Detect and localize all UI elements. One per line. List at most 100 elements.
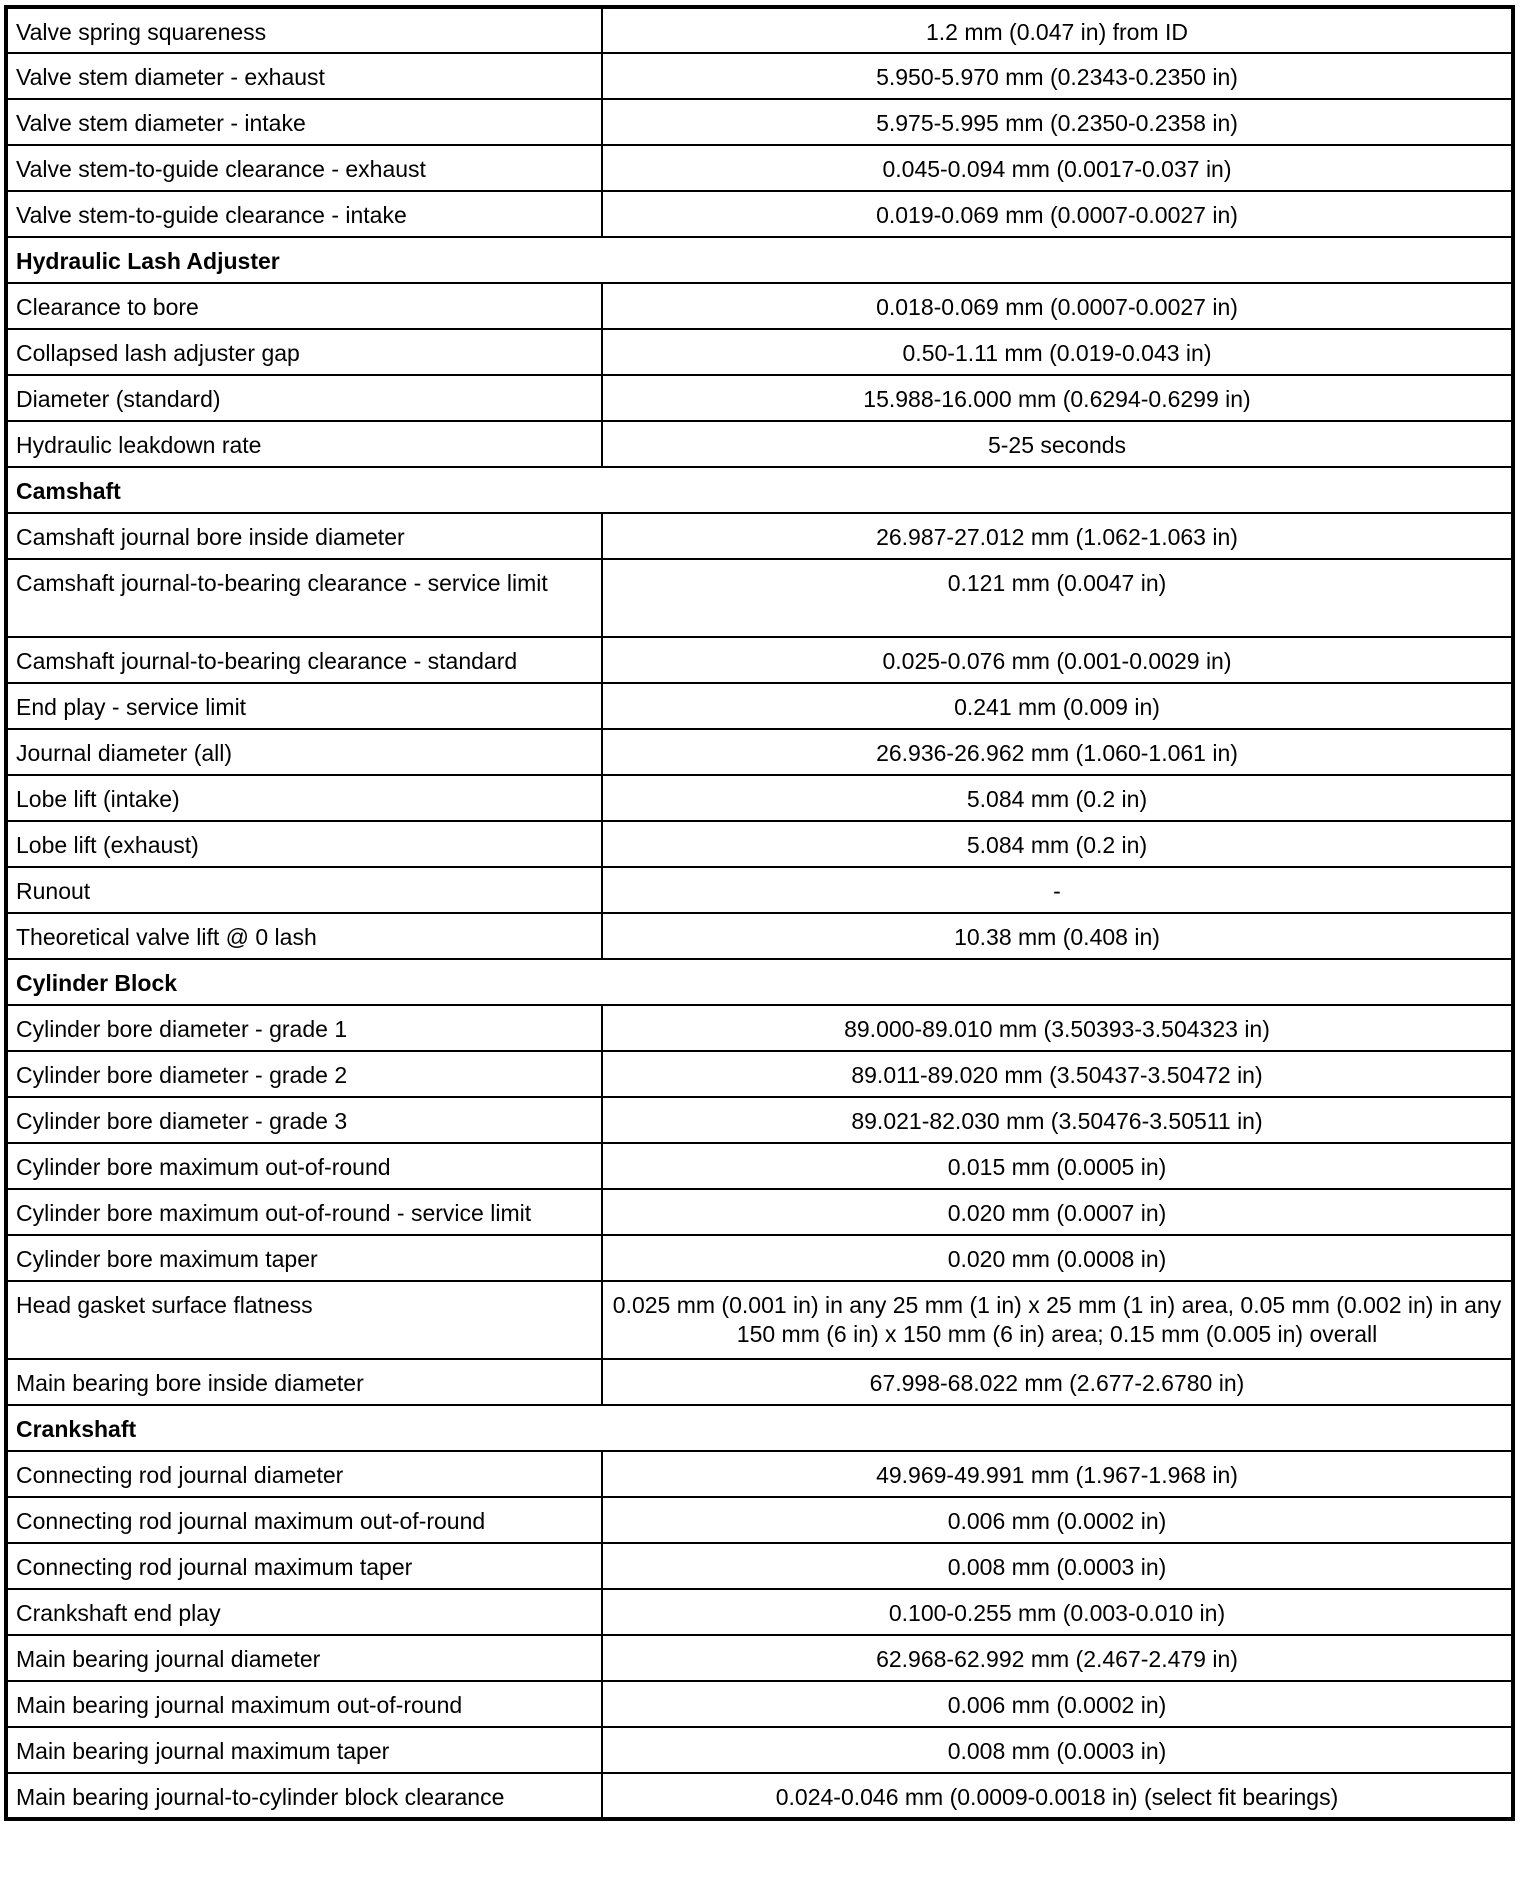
spec-name: Clearance to bore [5,282,603,330]
spec-name: Collapsed lash adjuster gap [5,328,603,376]
table-row: Cylinder bore diameter - grade 1 89.000-8… [5,1004,1514,1052]
spec-value: 0.019-0.069 mm (0.0007-0.0027 in) [601,190,1514,238]
spec-value: 26.987-27.012 mm (1.062-1.063 in) [601,512,1514,560]
table-row: Main bearing journal maximum taper 0.008 … [5,1726,1514,1774]
table-row: Lobe lift (exhaust) 5.084 mm (0.2 in) [5,820,1514,868]
table-row: Runout - [5,866,1514,914]
spec-name: Cylinder bore maximum out-of-round - ser… [5,1188,603,1236]
table-row: Camshaft journal-to-bearing clearance - … [5,636,1514,684]
table-row: Crankshaft end play 0.100-0.255 mm (0.003… [5,1588,1514,1636]
spec-name: Connecting rod journal maximum out-of-ro… [5,1496,603,1544]
spec-name: Valve stem diameter - exhaust [5,52,603,100]
spec-name: Valve stem-to-guide clearance - exhaust [5,144,603,192]
section-title: Cylinder Block [5,958,1514,1006]
spec-name: Valve spring squareness [5,6,603,54]
spec-name: Lobe lift (exhaust) [5,820,603,868]
spec-name: Main bearing bore inside diameter [5,1358,603,1406]
spec-value: 5-25 seconds [601,420,1514,468]
spec-name: Connecting rod journal diameter [5,1450,603,1498]
table-row: Cylinder bore maximum out-of-round - ser… [5,1188,1514,1236]
table-row: Camshaft journal-to-bearing clearance - … [5,558,1514,638]
spec-value: 10.38 mm (0.408 in) [601,912,1514,960]
spec-name: Theoretical valve lift @ 0 lash [5,912,603,960]
spec-name: Journal diameter (all) [5,728,603,776]
spec-name: Cylinder bore diameter - grade 1 [5,1004,603,1052]
spec-name: Valve stem diameter - intake [5,98,603,146]
spec-value: 89.000-89.010 mm (3.50393-3.504323 in) [601,1004,1514,1052]
spec-value: 49.969-49.991 mm (1.967-1.968 in) [601,1450,1514,1498]
table-row: Clearance to bore 0.018-0.069 mm (0.0007-… [5,282,1514,330]
spec-name: Main bearing journal diameter [5,1634,603,1682]
section-title: Camshaft [5,466,1514,514]
table-row: Theoretical valve lift @ 0 lash 10.38 mm … [5,912,1514,960]
spec-value: 0.020 mm (0.0007 in) [601,1188,1514,1236]
spec-name: Main bearing journal-to-cylinder block c… [5,1772,603,1820]
spec-name: Runout [5,866,603,914]
table-row: Main bearing journal diameter 62.968-62.9… [5,1634,1514,1682]
spec-value: 15.988-16.000 mm (0.6294-0.6299 in) [601,374,1514,422]
spec-value: 0.024-0.046 mm (0.0009-0.0018 in) (selec… [601,1772,1514,1820]
spec-value: 0.025 mm (0.001 in) in any 25 mm (1 in) … [601,1280,1514,1360]
section-title: Hydraulic Lash Adjuster [5,236,1514,284]
spec-name: Cylinder bore diameter - grade 2 [5,1050,603,1098]
spec-name: Cylinder bore maximum taper [5,1234,603,1282]
table-row: Head gasket surface flatness 0.025 mm (0.… [5,1280,1514,1360]
spec-value: - [601,866,1514,914]
spec-value: 5.084 mm (0.2 in) [601,774,1514,822]
table-row: Valve stem-to-guide clearance - exhaust 0… [5,144,1514,192]
spec-value: 0.100-0.255 mm (0.003-0.010 in) [601,1588,1514,1636]
table-row: Diameter (standard) 15.988-16.000 mm (0.6… [5,374,1514,422]
spec-name: Connecting rod journal maximum taper [5,1542,603,1590]
spec-value: 0.025-0.076 mm (0.001-0.0029 in) [601,636,1514,684]
table-row: Camshaft journal bore inside diameter 26.… [5,512,1514,560]
table-row: Connecting rod journal diameter 49.969-49… [5,1450,1514,1498]
spec-name: Cylinder bore maximum out-of-round [5,1142,603,1190]
table-row: Hydraulic leakdown rate 5-25 seconds [5,420,1514,468]
section-header-row: Crankshaft [5,1404,1514,1452]
spec-value: 0.008 mm (0.0003 in) [601,1726,1514,1774]
table-row: Connecting rod journal maximum out-of-ro… [5,1496,1514,1544]
table-row: Valve spring squareness 1.2 mm (0.047 in)… [5,6,1514,54]
spec-name: End play - service limit [5,682,603,730]
spec-name: Hydraulic leakdown rate [5,420,603,468]
spec-name: Cylinder bore diameter - grade 3 [5,1096,603,1144]
table-row: Cylinder bore diameter - grade 2 89.011-8… [5,1050,1514,1098]
spec-value: 67.998-68.022 mm (2.677-2.6780 in) [601,1358,1514,1406]
table-row: Cylinder bore maximum out-of-round 0.015 … [5,1142,1514,1190]
table-row: Main bearing journal maximum out-of-roun… [5,1680,1514,1728]
table-row: Collapsed lash adjuster gap 0.50-1.11 mm … [5,328,1514,376]
spec-value: 5.950-5.970 mm (0.2343-0.2350 in) [601,52,1514,100]
table-row: Main bearing journal-to-cylinder block c… [5,1772,1514,1820]
section-header-row: Camshaft [5,466,1514,514]
section-title: Crankshaft [5,1404,1514,1452]
table-row: Lobe lift (intake) 5.084 mm (0.2 in) [5,774,1514,822]
spec-name: Head gasket surface flatness [5,1280,603,1360]
table-row: Cylinder bore diameter - grade 3 89.021-8… [5,1096,1514,1144]
table-row: Valve stem diameter - intake 5.975-5.995 … [5,98,1514,146]
table-row: End play - service limit 0.241 mm (0.009 … [5,682,1514,730]
spec-value: 0.241 mm (0.009 in) [601,682,1514,730]
spec-value: 0.045-0.094 mm (0.0017-0.037 in) [601,144,1514,192]
spec-value: 89.011-89.020 mm (3.50437-3.50472 in) [601,1050,1514,1098]
spec-value: 0.008 mm (0.0003 in) [601,1542,1514,1590]
spec-value: 26.936-26.962 mm (1.060-1.061 in) [601,728,1514,776]
spec-name: Crankshaft end play [5,1588,603,1636]
table-row: Cylinder bore maximum taper 0.020 mm (0.0… [5,1234,1514,1282]
spec-name: Main bearing journal maximum taper [5,1726,603,1774]
table-row: Main bearing bore inside diameter 67.998-… [5,1358,1514,1406]
specifications-table: Valve spring squareness 1.2 mm (0.047 in)… [4,5,1515,1821]
spec-name: Lobe lift (intake) [5,774,603,822]
table-row: Valve stem diameter - exhaust 5.950-5.970… [5,52,1514,100]
section-header-row: Hydraulic Lash Adjuster [5,236,1514,284]
spec-value: 5.084 mm (0.2 in) [601,820,1514,868]
spec-value: 0.006 mm (0.0002 in) [601,1496,1514,1544]
spec-value: 0.50-1.11 mm (0.019-0.043 in) [601,328,1514,376]
specifications-table-body: Valve spring squareness 1.2 mm (0.047 in)… [5,6,1514,1820]
table-row: Valve stem-to-guide clearance - intake 0.… [5,190,1514,238]
spec-name: Valve stem-to-guide clearance - intake [5,190,603,238]
spec-value: 0.015 mm (0.0005 in) [601,1142,1514,1190]
spec-value: 0.020 mm (0.0008 in) [601,1234,1514,1282]
spec-name: Diameter (standard) [5,374,603,422]
section-header-row: Cylinder Block [5,958,1514,1006]
spec-value: 0.006 mm (0.0002 in) [601,1680,1514,1728]
